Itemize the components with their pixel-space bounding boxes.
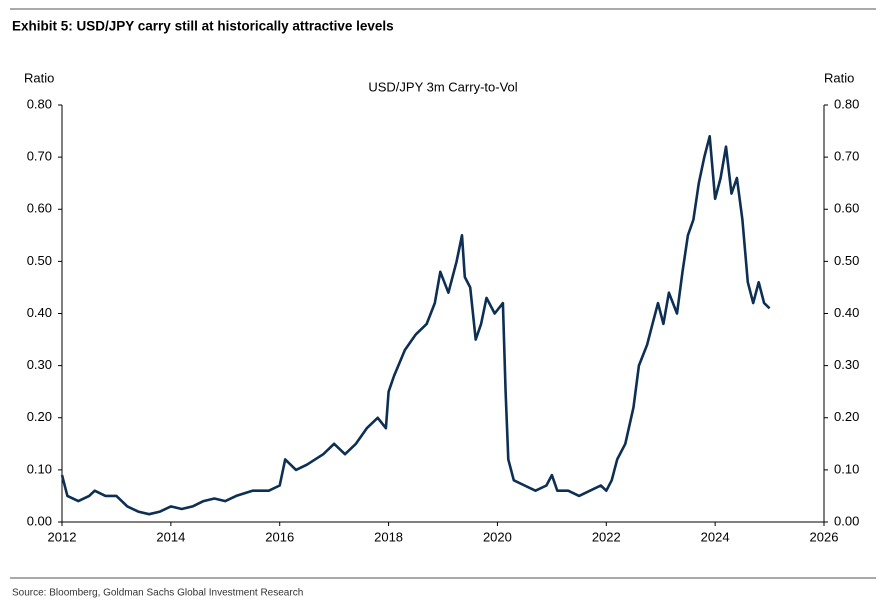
y-tick-label: 0.10 xyxy=(27,461,52,476)
y2-tick-label: 0.10 xyxy=(834,461,859,476)
y-tick-label: 0.70 xyxy=(27,149,52,164)
y2-tick-label: 0.50 xyxy=(834,253,859,268)
x-tick-label: 2014 xyxy=(156,529,185,544)
y-tick-label: 0.20 xyxy=(27,409,52,424)
y-tick-label: 0.40 xyxy=(27,305,52,320)
x-tick-label: 2024 xyxy=(701,529,730,544)
exhibit-title: Exhibit 5: USD/JPY carry still at histor… xyxy=(12,19,394,34)
y2-tick-label: 0.00 xyxy=(834,513,859,528)
line-series xyxy=(60,135,771,516)
y2-tick-label: 0.30 xyxy=(834,357,859,372)
x-tick-label: 2022 xyxy=(592,529,621,544)
x-tick-label: 2018 xyxy=(374,529,403,544)
chart-title: USD/JPY 3m Carry-to-Vol xyxy=(368,79,517,94)
x-tick-label: 2016 xyxy=(265,529,294,544)
y-tick-label: 0.50 xyxy=(27,253,52,268)
y-tick-label: 0.30 xyxy=(27,357,52,372)
y-axis-label: Ratio xyxy=(24,70,54,85)
y-tick-label: 0.80 xyxy=(27,96,52,111)
y2-tick-label: 0.80 xyxy=(834,96,859,111)
x-tick-label: 2020 xyxy=(483,529,512,544)
y2-tick-label: 0.70 xyxy=(834,149,859,164)
y2-tick-label: 0.20 xyxy=(834,409,859,424)
source: Source: Bloomberg, Goldman Sachs Global … xyxy=(12,588,303,599)
x-tick-label: 2012 xyxy=(48,529,77,544)
y-tick-label: 0.60 xyxy=(27,201,52,216)
y-tick-label: 0.00 xyxy=(27,513,52,528)
y2-tick-label: 0.40 xyxy=(834,305,859,320)
y2-tick-label: 0.60 xyxy=(834,201,859,216)
x-tick-label: 2026 xyxy=(810,529,839,544)
y2-axis-label: Ratio xyxy=(824,70,854,85)
